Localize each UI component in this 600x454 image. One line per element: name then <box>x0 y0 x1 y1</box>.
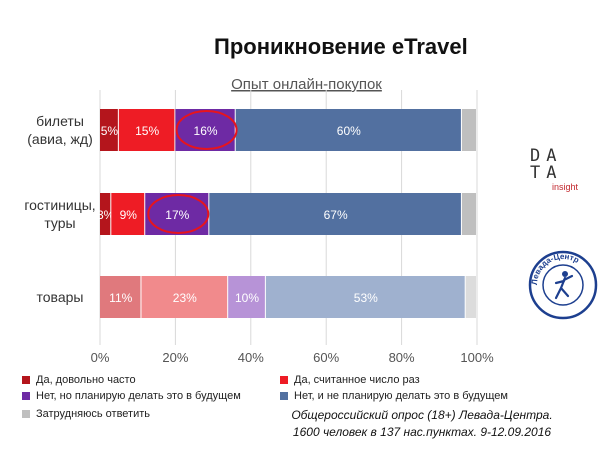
category-label: гостиницы, туры <box>24 197 95 231</box>
bar-segment <box>100 109 118 151</box>
data-label: 23% <box>173 291 197 305</box>
bar-segment <box>465 276 476 318</box>
logo-row-2: TA <box>530 163 563 183</box>
bar-segment <box>100 276 141 318</box>
legend-swatch <box>22 376 30 385</box>
data-label: 53% <box>354 291 378 305</box>
bar-segment <box>118 109 175 151</box>
data-label: 60% <box>337 124 361 138</box>
page-title: Проникновение eTravel <box>214 34 468 59</box>
bar-segment <box>461 193 476 235</box>
x-tick-label: 60% <box>313 350 339 365</box>
legend-item: Да, считанное число раз <box>280 374 420 386</box>
x-tick-label: 0% <box>91 350 110 365</box>
bar-segment <box>265 276 465 318</box>
data-insight-logo: DA TA insight <box>530 146 600 193</box>
legend-label: Да, довольно часто <box>36 374 136 386</box>
legend-item: Да, довольно часто <box>22 374 136 386</box>
survey-note: Общероссийский опрос (18+) Левада-Центра… <box>272 407 572 441</box>
bar-segment <box>209 193 461 235</box>
data-label: 9% <box>120 208 138 222</box>
category-label: товары <box>37 289 84 305</box>
data-label: 17% <box>165 208 189 222</box>
legend-label: Затрудняюсь ответить <box>36 408 151 420</box>
x-tick-label: 80% <box>389 350 415 365</box>
data-label: 16% <box>194 124 218 138</box>
survey-note-line-1: Общероссийский опрос (18+) Левада-Центра… <box>291 408 553 422</box>
x-tick-label: 40% <box>238 350 264 365</box>
highlight-ellipse <box>147 194 210 234</box>
legend-swatch <box>22 392 30 401</box>
data-label: 11% <box>109 291 132 305</box>
bar-segment <box>235 109 461 151</box>
highlight-ellipse <box>175 110 238 150</box>
bar-segment <box>111 193 145 235</box>
legend-label: Нет, но планирую делать это в будущем <box>36 390 241 402</box>
chart-title: Опыт онлайн-покупок <box>231 76 382 93</box>
data-label: 15% <box>135 124 159 138</box>
legend-swatch <box>22 410 30 419</box>
bar-segment <box>228 276 265 318</box>
bar-segment <box>100 193 111 235</box>
legend-swatch <box>280 392 288 401</box>
data-label: 3% <box>97 208 115 222</box>
x-tick-label: 100% <box>460 350 494 365</box>
x-tick-label: 20% <box>162 350 188 365</box>
legend-label: Да, считанное число раз <box>294 374 420 386</box>
survey-note-line-2: 1600 человек в 137 нас.пунктах. 9-12.09.… <box>292 425 552 439</box>
legend-label: Нет, и не планирую делать это в будущем <box>294 390 508 402</box>
legend-item: Нет, и не планирую делать это в будущем <box>280 390 508 402</box>
data-label: 5% <box>101 124 119 138</box>
bar-segment <box>461 109 476 151</box>
bar-segment <box>141 276 228 318</box>
logo-subtitle: insight <box>552 182 579 192</box>
data-label: 10% <box>235 291 259 305</box>
levada-center-seal: Левада-Центр <box>528 250 598 320</box>
logo-row-1: DA <box>530 146 563 166</box>
legend-item: Нет, но планирую делать это в будущем <box>22 390 241 402</box>
legend-item: Затрудняюсь ответить <box>22 408 150 420</box>
legend-swatch <box>280 376 288 385</box>
category-label: билеты (авиа, жд) <box>27 113 92 147</box>
data-label: 67% <box>324 208 348 222</box>
